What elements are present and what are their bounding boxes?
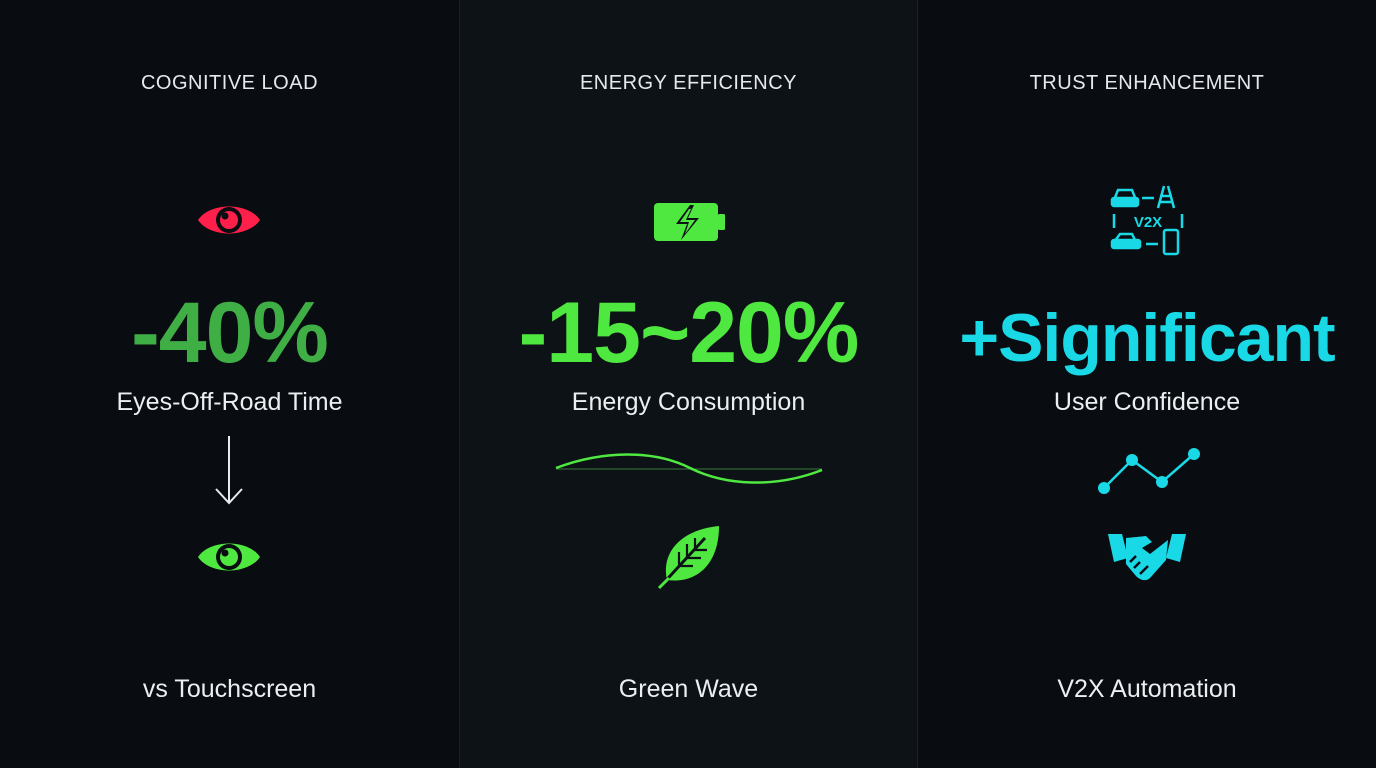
metric-label: Energy Consumption (571, 388, 806, 416)
panel-trust-enhancement: TRUST ENHANCEMENT V2X +Significant (918, 0, 1376, 768)
panel-cognitive-load: COGNITIVE LOAD -40% Eyes-Off-Road Time (0, 0, 459, 768)
leaf-icon (657, 524, 723, 590)
v2x-network-icon: V2X (1110, 184, 1186, 258)
battery-charging-icon (654, 201, 726, 243)
trend-line-icon (1096, 444, 1202, 496)
wave-line-icon (554, 448, 826, 492)
metric-label: User Confidence (1053, 388, 1241, 416)
v2x-label: V2X (1134, 214, 1162, 231)
panel-footer: V2X Automation (1057, 675, 1237, 703)
eye-icon (196, 535, 262, 579)
panel-energy-efficiency: ENERGY EFFICIENCY -15~20% Energy Consump… (459, 0, 918, 768)
panel-heading: ENERGY EFFICIENCY (579, 72, 798, 94)
eye-icon (196, 198, 262, 242)
panel-footer: Green Wave (618, 675, 759, 703)
metric-value: -15~20% (518, 285, 860, 381)
metric-value: -40% (131, 285, 329, 381)
panel-footer: vs Touchscreen (142, 675, 317, 703)
metric-value: +Significant (959, 300, 1335, 376)
panel-heading: TRUST ENHANCEMENT (1029, 72, 1265, 94)
metric-label: Eyes-Off-Road Time (116, 388, 343, 416)
panel-heading: COGNITIVE LOAD (140, 72, 319, 94)
handshake-icon (1106, 528, 1188, 586)
arrow-down-icon (214, 436, 244, 506)
